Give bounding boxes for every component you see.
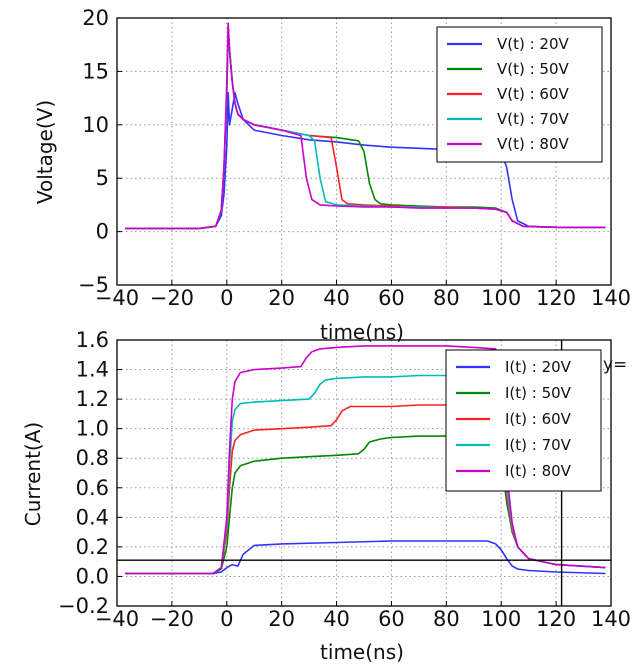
- current-y-axis-label: Current(A): [21, 422, 45, 526]
- voltage-legend: V(t) : 20V V(t) : 50V V(t) : 60V V(t) : 70V…: [436, 26, 603, 163]
- voltage-legend-label: V(t) : 70V: [497, 110, 570, 128]
- voltage-x-tick-label: 80: [433, 286, 460, 310]
- current-x-tick-label: 0: [220, 607, 233, 631]
- voltage-x-tick-label: −40: [95, 286, 139, 310]
- current-series-line-3: [125, 374, 606, 575]
- voltage-y-tick-label: 15: [82, 59, 109, 83]
- current-y-tick-label: 0.8: [76, 446, 109, 470]
- current-series-line-0: [125, 540, 606, 575]
- current-y-tick-label: 0.0: [76, 564, 109, 588]
- current-x-tick-label: 120: [536, 607, 576, 631]
- current-y-tick-label: 1.0: [76, 417, 109, 441]
- current-series-line-4: [125, 345, 606, 575]
- current-y-tick-label: 1.4: [76, 358, 109, 382]
- current-legend-label: I(t) : 80V: [505, 462, 572, 480]
- voltage-y-tick-label: −5: [78, 273, 109, 297]
- current-annotation-label: y=: [603, 355, 627, 375]
- current-y-ticks: −0.2 0.0 0.2 0.4 0.6 0.8 1.0 1.2 1.4 1.6: [58, 328, 122, 618]
- current-y-tick-label: 1.2: [76, 387, 109, 411]
- voltage-x-tick-label: 100: [481, 286, 521, 310]
- voltage-gridlines: [117, 18, 611, 285]
- current-legend-label: I(t) : 50V: [505, 384, 572, 402]
- voltage-y-ticks: −5 0 5 10 15 20: [78, 6, 122, 297]
- current-panel: −40 −20 0 20 40 60 80 100 120 140 −0.2 0.0 0.2 0.4 0.…: [21, 328, 631, 664]
- voltage-series-group: [125, 22, 606, 230]
- current-legend-label: I(t) : 70V: [505, 436, 572, 454]
- voltage-y-tick-label: 0: [96, 220, 109, 244]
- current-x-tick-label: −40: [95, 607, 139, 631]
- current-x-tick-label: 140: [591, 607, 631, 631]
- current-y-tick-label: 0.2: [76, 535, 109, 559]
- current-legend: I(t) : 20V I(t) : 50V I(t) : 60V I(t) : 70V…: [445, 349, 602, 492]
- voltage-series-line-4: [125, 22, 606, 230]
- voltage-legend-label: V(t) : 80V: [497, 135, 570, 153]
- voltage-x-tick-label: 120: [536, 286, 576, 310]
- current-y-tick-label: 0.4: [76, 505, 109, 529]
- current-x-tick-label: 100: [481, 607, 521, 631]
- current-y-tick-label: 0.6: [76, 476, 109, 500]
- current-gridlines: [117, 340, 611, 606]
- current-y-tick-label: −0.2: [58, 594, 109, 618]
- voltage-x-tick-label: 0: [220, 286, 233, 310]
- current-x-tick-label: 20: [268, 607, 295, 631]
- voltage-x-ticks: −40 −20 0 20 40 60 80 100 120 140: [95, 280, 631, 310]
- voltage-y-tick-label: 10: [82, 113, 109, 137]
- current-series-group: [125, 345, 606, 575]
- current-legend-box: [445, 349, 602, 492]
- voltage-series-line-0: [125, 92, 606, 230]
- current-x-tick-label: 40: [323, 607, 350, 631]
- current-x-tick-label: 60: [378, 607, 405, 631]
- voltage-x-tick-label: −20: [150, 286, 194, 310]
- voltage-legend-label: V(t) : 50V: [497, 60, 570, 78]
- current-x-axis-label: time(ns): [320, 640, 404, 664]
- voltage-plot-frame: [116, 17, 612, 286]
- voltage-x-tick-label: 60: [378, 286, 405, 310]
- current-plot-frame: [116, 339, 612, 607]
- voltage-legend-label: V(t) : 20V: [497, 35, 570, 53]
- current-legend-label: I(t) : 20V: [505, 358, 572, 376]
- voltage-x-tick-label: 140: [591, 286, 631, 310]
- current-x-tick-label: −20: [150, 607, 194, 631]
- current-x-tick-label: 80: [433, 607, 460, 631]
- voltage-legend-label: V(t) : 60V: [497, 85, 570, 103]
- voltage-x-tick-label: 20: [268, 286, 295, 310]
- voltage-y-tick-label: 5: [96, 166, 109, 190]
- current-y-tick-label: 1.6: [76, 328, 109, 352]
- voltage-x-tick-label: 40: [323, 286, 350, 310]
- voltage-y-axis-label: Voltage(V): [33, 100, 57, 204]
- voltage-y-tick-label: 20: [82, 6, 109, 30]
- current-legend-label: I(t) : 60V: [505, 410, 572, 428]
- current-series-line-1: [125, 435, 606, 575]
- current-x-ticks: −40 −20 0 20 40 60 80 100 120 140: [95, 601, 631, 631]
